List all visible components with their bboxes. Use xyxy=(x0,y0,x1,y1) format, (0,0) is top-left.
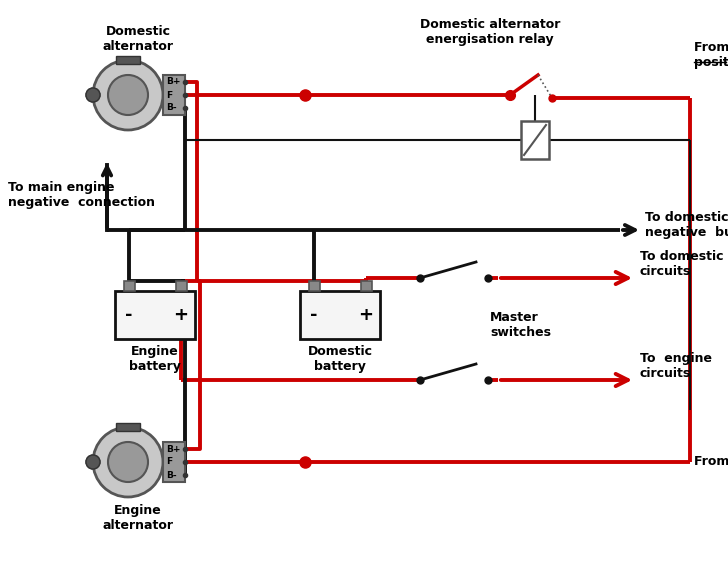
Text: From  domestic
positive: From domestic positive xyxy=(694,41,728,69)
Text: B+: B+ xyxy=(166,445,181,453)
Text: B+: B+ xyxy=(166,78,181,86)
Text: Master
switches: Master switches xyxy=(490,311,551,339)
Text: F: F xyxy=(166,90,172,100)
Bar xyxy=(163,75,185,115)
Circle shape xyxy=(86,88,100,102)
Text: B-: B- xyxy=(166,471,177,479)
Text: Domestic
battery: Domestic battery xyxy=(307,345,373,373)
Bar xyxy=(309,281,320,291)
Text: -: - xyxy=(125,306,132,324)
Text: Engine
battery: Engine battery xyxy=(129,345,181,373)
Bar xyxy=(124,281,135,291)
Bar xyxy=(163,442,185,482)
Text: To  engine
circuits: To engine circuits xyxy=(640,352,712,380)
Text: +: + xyxy=(358,306,373,324)
Bar xyxy=(521,121,549,159)
Text: Domestic alternator
energisation relay: Domestic alternator energisation relay xyxy=(420,18,560,46)
Text: Engine
alternator: Engine alternator xyxy=(103,504,173,532)
Bar xyxy=(175,281,186,291)
Text: To domestic
circuits: To domestic circuits xyxy=(640,250,724,278)
Text: From ignition switch: From ignition switch xyxy=(694,456,728,468)
Bar xyxy=(116,56,140,64)
Circle shape xyxy=(108,75,148,115)
Circle shape xyxy=(93,427,163,497)
Bar xyxy=(115,291,195,339)
Text: To domestic
negative  busbar: To domestic negative busbar xyxy=(645,211,728,239)
Bar xyxy=(360,281,371,291)
Text: B-: B- xyxy=(166,104,177,112)
Text: F: F xyxy=(166,457,172,467)
Circle shape xyxy=(86,455,100,469)
Text: Domestic
alternator: Domestic alternator xyxy=(103,25,173,53)
Text: -: - xyxy=(310,306,317,324)
Bar xyxy=(116,423,140,431)
Circle shape xyxy=(108,442,148,482)
Bar xyxy=(300,291,380,339)
Text: +: + xyxy=(173,306,189,324)
Circle shape xyxy=(93,60,163,130)
Text: To main engine
negative  connection: To main engine negative connection xyxy=(8,181,155,209)
